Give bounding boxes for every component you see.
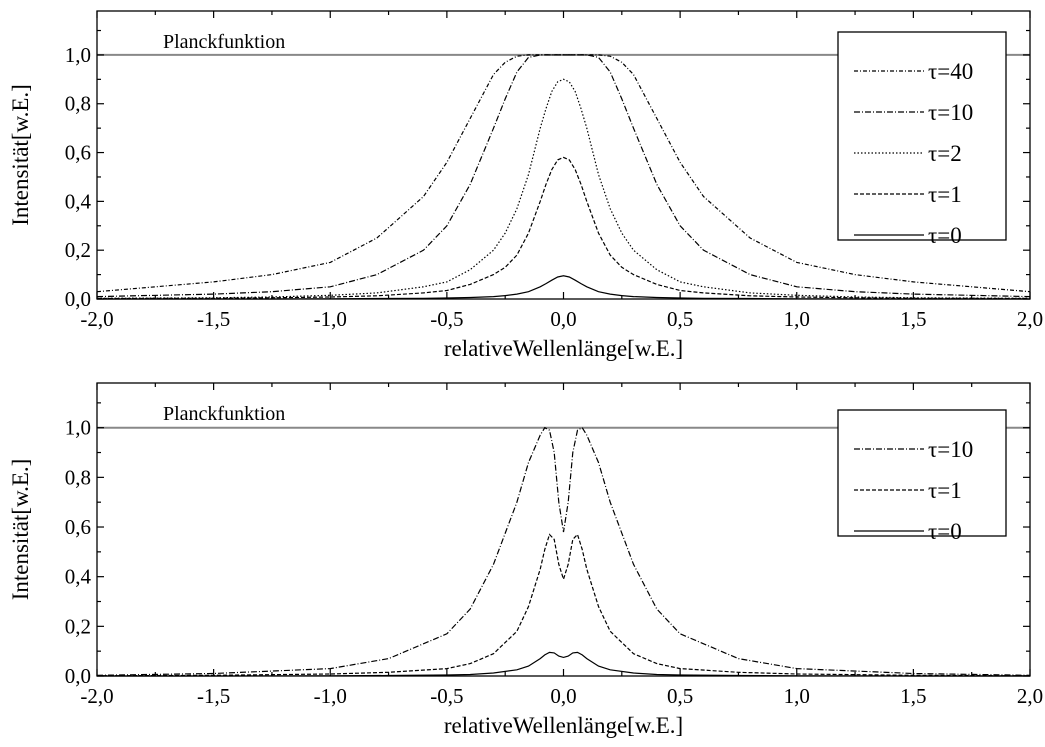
x-tick-label: -1,5 <box>197 684 230 708</box>
y-tick-label: 0,8 <box>65 465 91 489</box>
y-tick-label: 0,6 <box>65 515 91 539</box>
x-tick-label: -0,5 <box>430 684 463 708</box>
x-tick-label: 1,5 <box>900 307 926 331</box>
x-tick-label: 0,0 <box>550 684 576 708</box>
y-tick-label: 0,0 <box>65 664 91 688</box>
x-tick-label: -2,0 <box>80 684 113 708</box>
y-tick-label: 0,0 <box>65 287 91 311</box>
x-tick-label: 0,5 <box>667 307 693 331</box>
series-line-tau-10 <box>96 54 1031 298</box>
x-tick-label: -1,0 <box>314 307 347 331</box>
y-tick-label: 0,2 <box>65 238 91 262</box>
x-tick-label: -2,0 <box>80 307 113 331</box>
x-axis-label: relativeWellenlänge[w.E.] <box>444 713 683 738</box>
x-tick-label: 0,5 <box>667 684 693 708</box>
x-tick-label: 1,5 <box>900 684 926 708</box>
legend-label-tau-1: τ=1 <box>928 478 962 503</box>
x-tick-label: 2,0 <box>1017 307 1043 331</box>
y-tick-label: 0,8 <box>65 92 91 116</box>
y-tick-label: 1,0 <box>65 416 91 440</box>
y-tick-label: 1,0 <box>65 43 91 67</box>
upper-chart-panel: Planckfunktion -2,0 -1,5 -1,0 -0,5 0,0 0,5 1,0 1… <box>8 10 1043 361</box>
legend-label-tau-0: τ=0 <box>928 223 962 248</box>
series-line-tau-0 <box>97 275 1030 300</box>
series-line-tau-1 <box>96 533 1031 677</box>
y-tick-label: 0,2 <box>65 614 91 638</box>
legend-label-tau-2: τ=2 <box>928 141 962 166</box>
x-tick-label: 1,0 <box>784 684 810 708</box>
y-tick-label: 0,6 <box>65 141 91 165</box>
series-line-tau-10 <box>96 426 1031 676</box>
x-tick-label: -0,5 <box>430 307 463 331</box>
planck-label: Planckfunktion <box>163 31 285 53</box>
y-tick-label: 0,4 <box>65 189 92 213</box>
legend: τ=10 τ=1 τ=0 <box>837 409 1007 544</box>
y-axis-label: Intensität[w.E.] <box>8 459 33 601</box>
x-tick-label: 1,0 <box>784 307 810 331</box>
x-tick-label: -1,0 <box>314 684 347 708</box>
lower-chart-panel: Planckfunktion -2,0 -1,5 -1,0 -0,5 0,0 0,5 1,0 1… <box>8 382 1043 738</box>
series-line-tau-2 <box>96 78 1031 299</box>
legend-label-tau-0: τ=0 <box>928 519 962 544</box>
legend-label-tau-10: τ=10 <box>928 437 973 462</box>
x-tick-label: 0,0 <box>550 307 576 331</box>
y-axis-label: Intensität[w.E.] <box>8 84 33 226</box>
x-tick-label: 2,0 <box>1017 684 1043 708</box>
series-line-tau-1 <box>96 156 1031 300</box>
y-tick-label: 0,4 <box>65 565 92 589</box>
x-axis-label: relativeWellenlänge[w.E.] <box>444 336 683 361</box>
legend-label-tau-1: τ=1 <box>928 182 962 207</box>
legend-box <box>837 31 1007 241</box>
legend-label-tau-10: τ=10 <box>928 100 973 125</box>
legend-label-tau-40: τ=40 <box>928 59 973 84</box>
legend: τ=40 τ=10 τ=2 τ=1 τ=0 <box>837 31 1007 248</box>
x-tick-label: -1,5 <box>197 307 230 331</box>
legend-box <box>837 409 1007 537</box>
planck-label: Planckfunktion <box>163 403 285 425</box>
series-line-tau-0 <box>97 651 1030 677</box>
